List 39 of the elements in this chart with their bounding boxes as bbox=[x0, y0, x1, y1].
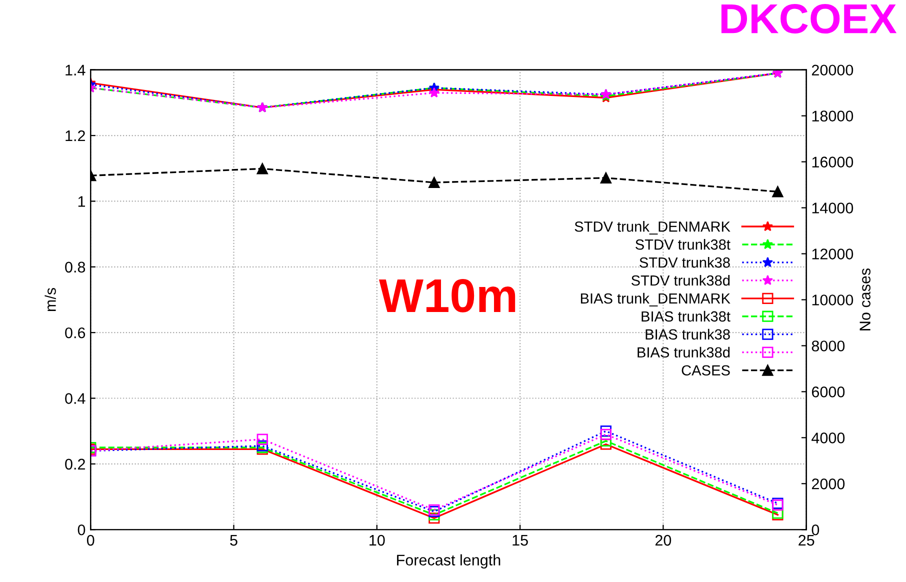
annotation: W10m bbox=[378, 278, 516, 312]
y2-tick-label: 14000 bbox=[812, 202, 854, 214]
y-axis-title: m/s bbox=[44, 288, 56, 312]
x-tick-label: 0 bbox=[86, 534, 94, 546]
y2-axis-title: No cases bbox=[860, 268, 870, 330]
x-tick-label: 20 bbox=[655, 534, 672, 546]
y2-tick-label: 16000 bbox=[812, 156, 854, 168]
y-tick-label: 0.4 bbox=[65, 393, 86, 404]
y2-tick-label: 12000 bbox=[812, 248, 854, 260]
y2-tick-label: 20000 bbox=[812, 64, 854, 76]
y-tick-label: 0.2 bbox=[65, 458, 85, 470]
y2-tick-label: 10000 bbox=[812, 294, 854, 306]
y-tick-label: 0 bbox=[78, 524, 86, 536]
y-tick-label: 1 bbox=[78, 196, 85, 207]
legend-label: STDV trunk38d bbox=[631, 274, 730, 286]
x-tick-label: 15 bbox=[512, 535, 528, 546]
y2-tick-label: 6000 bbox=[812, 386, 845, 398]
legend-label: BIAS trunk38 bbox=[646, 328, 730, 340]
y2-tick-label: 8000 bbox=[812, 340, 845, 352]
y2-tick-label: 4000 bbox=[812, 432, 845, 444]
y-tick-label: 0.8 bbox=[65, 262, 86, 273]
legend-label: STDV trunk38 bbox=[640, 256, 730, 268]
legend-label: BIAS trunk38d bbox=[638, 346, 730, 358]
y-tick-label: 1.2 bbox=[66, 130, 85, 142]
text: DKCOEX bbox=[721, 4, 897, 34]
legend-label: BIAS trunk_DENMARK bbox=[580, 292, 730, 306]
x-tick-label: 10 bbox=[370, 534, 385, 546]
x-tick-label: 5 bbox=[230, 535, 238, 546]
legend-label: CASES bbox=[682, 365, 730, 376]
legend-label: BIAS trunk38t bbox=[642, 310, 730, 322]
y2-tick-label: 0 bbox=[812, 524, 820, 536]
x-tick-label: 25 bbox=[798, 534, 814, 546]
legend-label: STDV trunk38t bbox=[636, 239, 730, 250]
y2-tick-label: 2000 bbox=[812, 478, 845, 490]
y-tick-label: 0.6 bbox=[65, 327, 86, 338]
x-axis-title: Forecast length bbox=[397, 554, 500, 569]
y-tick-label: 1.4 bbox=[66, 64, 86, 76]
y2-tick-label: 18000 bbox=[812, 110, 854, 122]
legend-label: STDV trunk_DENMARK bbox=[574, 221, 730, 235]
